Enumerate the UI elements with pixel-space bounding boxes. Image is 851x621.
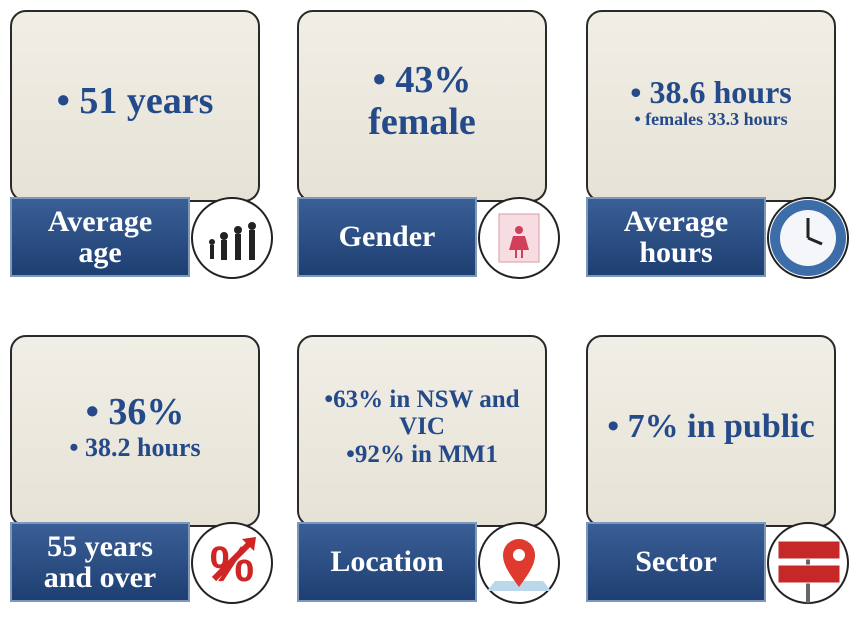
card-label-text: Location [330, 545, 444, 579]
card-value-box: • 43% female [297, 10, 547, 202]
card-value-text: •63% in NSW and [324, 385, 520, 413]
card-label-text: 55 years [47, 529, 153, 563]
card-icon [191, 197, 273, 279]
card-icon [478, 197, 560, 279]
card-value-text: • 7% in public [607, 408, 815, 446]
card-label-text: Sector [635, 545, 717, 579]
card-label-text: age [78, 236, 122, 269]
card-label-text: Average [623, 204, 729, 238]
card-label: Average age [10, 197, 190, 277]
card-value-text: • 43% [372, 59, 472, 102]
card-value-text: • 38.2 hours [69, 432, 201, 462]
card-label: 55 years and over [10, 522, 190, 602]
card-value-text: • females 33.3 hours [634, 108, 788, 129]
card-value-box: • 36% • 38.2 hours [10, 335, 260, 527]
card-value-text: •92% in MM1 [346, 440, 498, 468]
card-value-text: • 51 years [56, 80, 214, 123]
card-label-text: Gender [338, 220, 436, 254]
card-value-text: VIC [399, 413, 445, 441]
card-icon [767, 197, 849, 279]
card-value-text: • 36% [85, 390, 185, 433]
card-icon [767, 522, 849, 604]
card-value-text: • 38.6 hours [630, 73, 792, 110]
card-icon: % [191, 522, 273, 604]
card-label: Gender [297, 197, 477, 277]
card-value-box: • 51 years [10, 10, 260, 202]
card-label-text: Average [47, 204, 153, 238]
card-label: Average hours [586, 197, 766, 277]
card-label: Location [297, 522, 477, 602]
card-value-box: •63% in NSW and VIC •92% in MM1 [297, 335, 547, 527]
card-label-text: hours [639, 236, 713, 269]
card-icon [478, 522, 560, 604]
card-value-text: female [368, 101, 476, 143]
card-value-box: • 7% in public [586, 335, 836, 527]
card-value-box: • 38.6 hours • females 33.3 hours [586, 10, 836, 202]
card-label-text: and over [43, 561, 157, 594]
card-label: Sector [586, 522, 766, 602]
